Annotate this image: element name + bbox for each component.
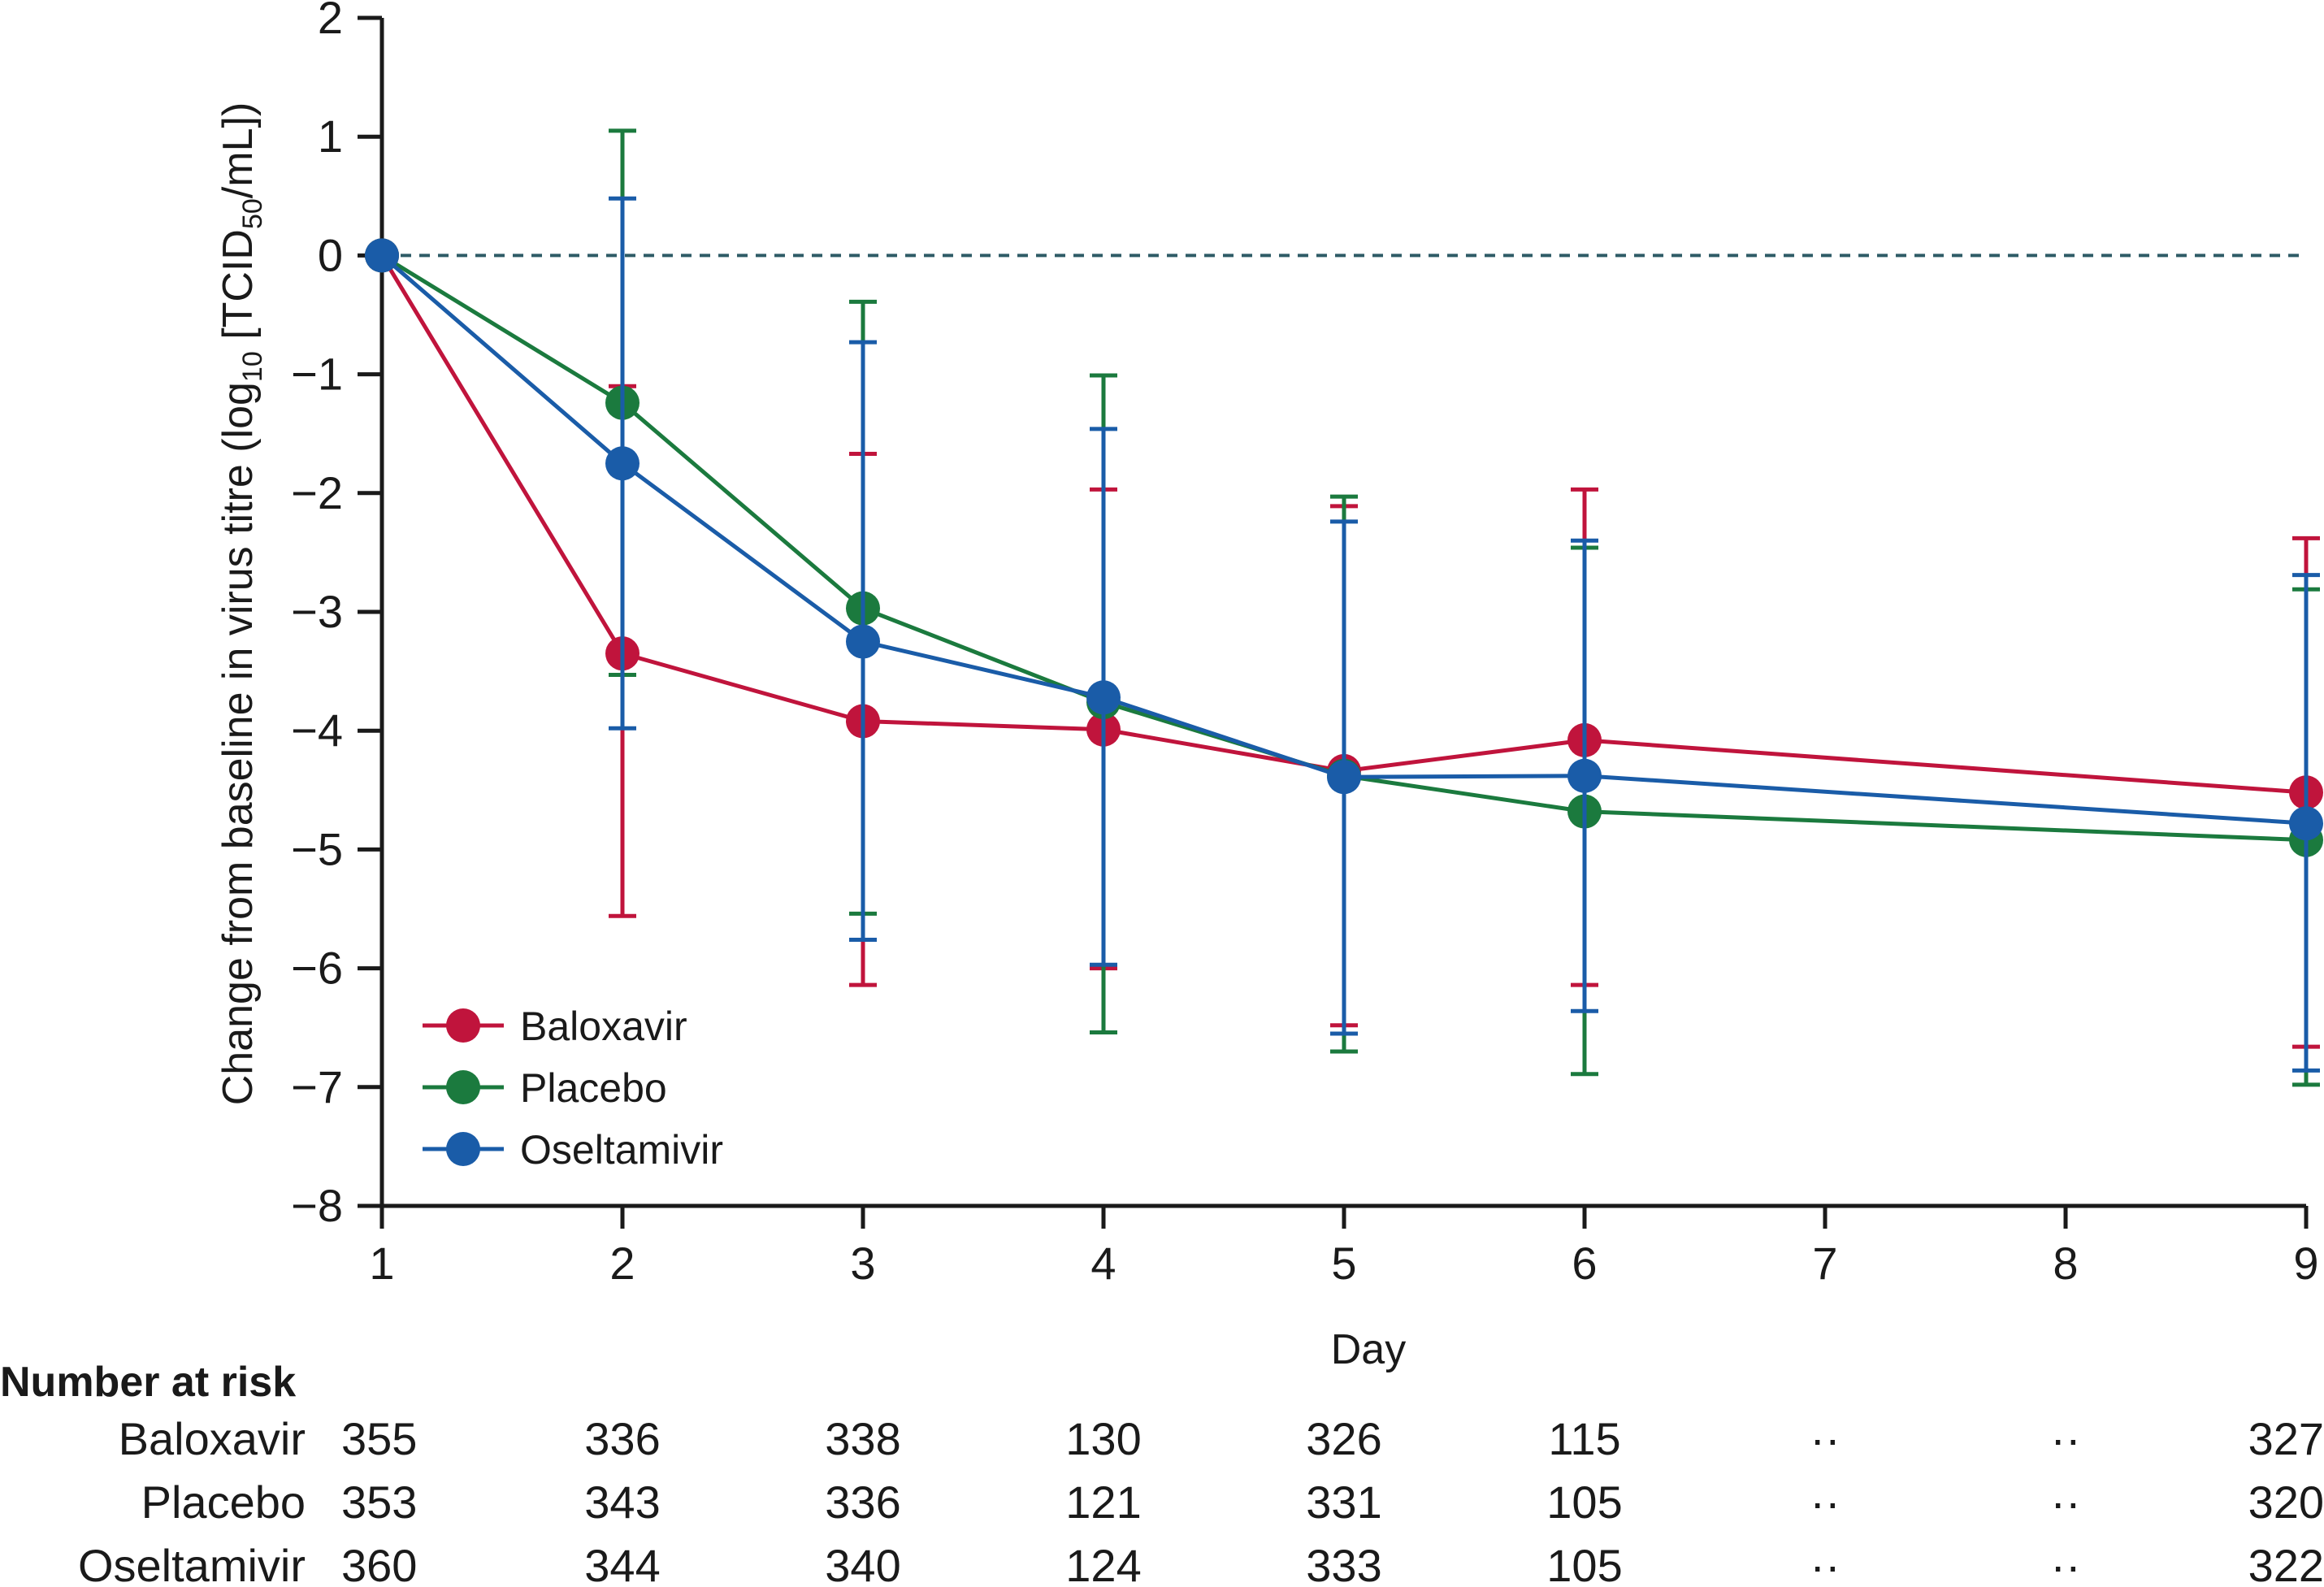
data-point	[605, 446, 640, 481]
risk-count: 336	[584, 1413, 660, 1464]
risk-count: 338	[825, 1413, 900, 1464]
risk-row-label: Baloxavir	[119, 1413, 306, 1464]
y-tick-label: 0	[318, 229, 343, 280]
data-point	[365, 238, 399, 273]
number-at-risk-table: Number at risk Baloxavir 355 336 338 130 326 11…	[0, 1359, 2324, 1587]
legend-label: Oseltamivir	[520, 1127, 723, 1173]
y-tick-label: −5	[291, 823, 343, 874]
risk-count: ··	[1810, 1540, 1840, 1587]
risk-count: 320	[2248, 1476, 2324, 1528]
series-layer	[365, 128, 2323, 1087]
risk-count: 343	[584, 1476, 660, 1528]
axes: 2 1 0 −1 −2 −3 −4 −5 −6 −7 −8 1 2 3 4 5 6 7 8 9 Day Change fr…	[215, 0, 2319, 1373]
x-tick-label: 2	[609, 1238, 635, 1289]
risk-row-label: Oseltamivir	[78, 1540, 306, 1587]
legend-label: Placebo	[520, 1065, 667, 1111]
data-point	[846, 624, 880, 659]
x-axis-title: Day	[1331, 1326, 1406, 1373]
y-tick-label: −3	[291, 586, 343, 637]
data-point	[1086, 680, 1121, 715]
x-tick-label: 1	[369, 1238, 394, 1289]
risk-count: 326	[1306, 1413, 1381, 1464]
risk-count: 353	[341, 1476, 417, 1528]
data-point	[2289, 806, 2323, 841]
x-tick-label: 8	[2053, 1238, 2078, 1289]
x-tick-label: 9	[2293, 1238, 2318, 1289]
y-tick-label: −1	[291, 349, 343, 400]
risk-count: 105	[1546, 1476, 1622, 1528]
legend: Baloxavir Placebo Oseltamivir	[423, 1004, 723, 1173]
number-at-risk-title: Number at risk	[0, 1359, 296, 1406]
x-tick-label: 6	[1572, 1238, 1597, 1289]
risk-count: 340	[825, 1540, 900, 1587]
series-oseltamivir	[365, 196, 2323, 1073]
y-tick-label: −8	[291, 1180, 343, 1231]
x-tick-label: 5	[1331, 1238, 1356, 1289]
risk-count: ··	[2050, 1413, 2080, 1464]
risk-count: 355	[341, 1413, 417, 1464]
risk-count: 344	[584, 1540, 660, 1587]
risk-count: 327	[2248, 1413, 2324, 1464]
risk-count: 331	[1306, 1476, 1381, 1528]
risk-count: 124	[1065, 1540, 1141, 1587]
risk-count: ··	[2050, 1476, 2080, 1528]
legend-marker	[446, 1070, 480, 1104]
risk-count: ··	[2050, 1540, 2080, 1587]
x-tick-label: 3	[850, 1238, 875, 1289]
risk-count: ··	[1810, 1413, 1840, 1464]
risk-count: 105	[1546, 1540, 1622, 1587]
risk-count: 322	[2248, 1540, 2324, 1587]
risk-count: 333	[1306, 1540, 1381, 1587]
data-point	[1567, 758, 1602, 793]
risk-count: 115	[1548, 1413, 1620, 1464]
y-tick-label: −7	[291, 1061, 343, 1112]
x-tick-label: 4	[1090, 1238, 1116, 1289]
risk-count: 360	[341, 1540, 417, 1587]
y-tick-label: 1	[318, 111, 343, 162]
y-tick-label: −4	[291, 705, 343, 756]
y-axis-title: Change from baseline in virus titre (log…	[215, 102, 268, 1106]
legend-marker	[446, 1008, 480, 1043]
risk-count: ··	[1810, 1476, 1840, 1528]
risk-count: 130	[1065, 1413, 1141, 1464]
risk-count: 336	[825, 1476, 900, 1528]
y-tick-label: −6	[291, 943, 343, 994]
risk-count: 121	[1065, 1476, 1141, 1528]
legend-label: Baloxavir	[520, 1004, 687, 1049]
data-point	[1327, 760, 1361, 795]
legend-marker	[446, 1132, 480, 1166]
y-tick-label: −2	[291, 467, 343, 518]
risk-row-label: Placebo	[141, 1476, 306, 1528]
y-tick-label: 2	[318, 0, 343, 43]
x-tick-label: 7	[1812, 1238, 1837, 1289]
